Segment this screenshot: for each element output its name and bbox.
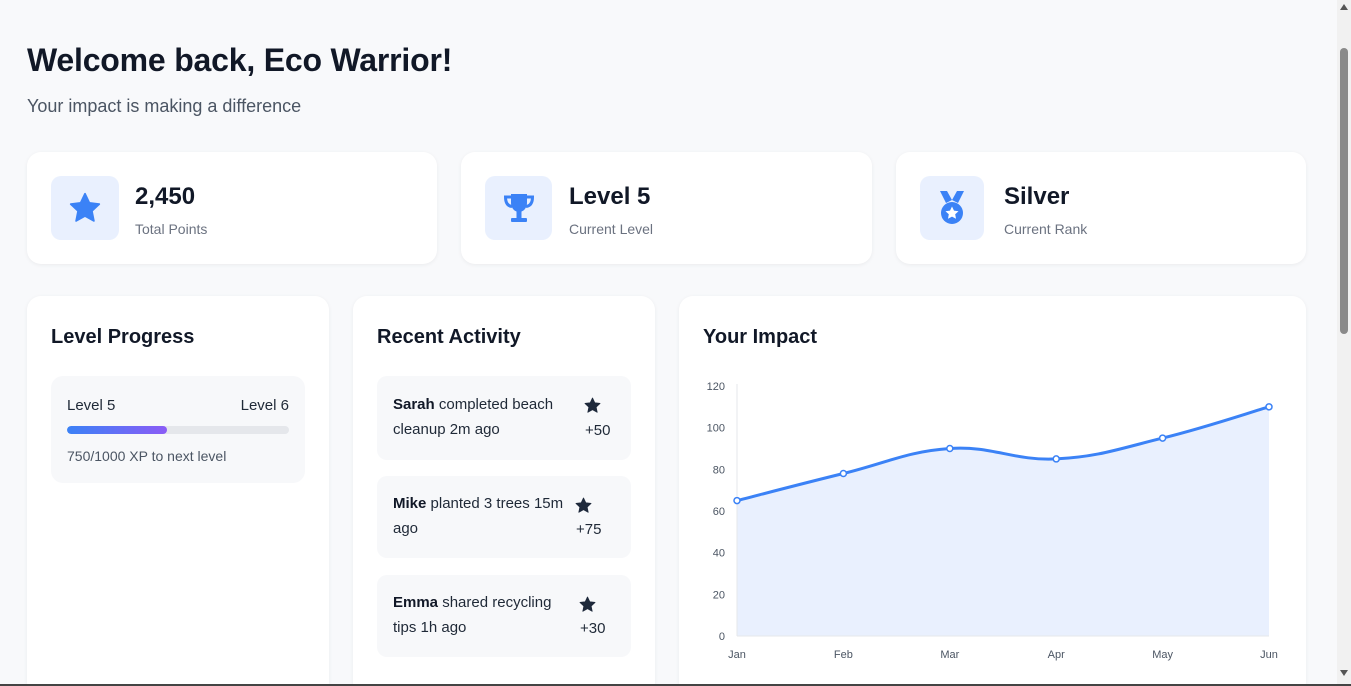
x-tick-label: Feb bbox=[834, 649, 853, 661]
recent-activity-title: Recent Activity bbox=[377, 326, 521, 348]
page-subtitle: Your impact is making a difference bbox=[27, 96, 302, 116]
chart-point bbox=[1158, 434, 1167, 442]
activity-item[interactable]: Emma shared recycling tips 1h ago +30 bbox=[377, 575, 631, 657]
x-tick-label: Jun bbox=[1260, 649, 1278, 661]
current-rank-label: Current Rank bbox=[1004, 221, 1088, 237]
y-tick-label: 60 bbox=[713, 506, 725, 518]
recent-activity-panel: Recent Activity Sarah completed beach cl… bbox=[353, 296, 655, 686]
x-tick-label: May bbox=[1152, 649, 1173, 661]
activity-time: 2m ago bbox=[449, 421, 500, 438]
total-points-label: Total Points bbox=[135, 221, 208, 237]
chart-point bbox=[1265, 403, 1273, 411]
x-tick-label: Mar bbox=[940, 649, 959, 661]
activity-points: +30 bbox=[580, 620, 606, 637]
xp-progress-fill bbox=[67, 426, 167, 434]
scroll-down-icon[interactable] bbox=[1340, 670, 1348, 676]
window-bottom-edge bbox=[0, 684, 1351, 686]
level-progress-panel: Level Progress Level 5 Level 6 750/1000 … bbox=[27, 296, 329, 686]
xp-progress-bar bbox=[67, 426, 289, 434]
total-points-value: 2,450 bbox=[135, 183, 196, 210]
activity-action: shared recycling tips bbox=[393, 594, 552, 636]
y-tick-label: 80 bbox=[713, 464, 725, 476]
activity-points: +50 bbox=[585, 422, 611, 439]
activity-time: 15m ago bbox=[393, 495, 564, 537]
progress-current-level: Level 5 bbox=[67, 397, 116, 414]
page-scrollbar[interactable] bbox=[1337, 0, 1351, 686]
chart-area-fill bbox=[737, 406, 1269, 636]
medal-icon bbox=[920, 176, 984, 240]
current-level-value: Level 5 bbox=[569, 183, 651, 210]
chart-point bbox=[946, 444, 954, 453]
activity-user: Mike bbox=[393, 495, 427, 512]
trophy-icon bbox=[485, 176, 552, 240]
chart-point bbox=[839, 469, 848, 478]
activity-item[interactable]: Sarah completed beach cleanup 2m ago +50 bbox=[377, 376, 631, 460]
page-title: Welcome back, Eco Warrior! bbox=[27, 42, 453, 78]
level-progress-title: Level Progress bbox=[51, 326, 195, 348]
y-tick-label: 20 bbox=[713, 589, 725, 601]
impact-title: Your Impact bbox=[703, 326, 818, 348]
activity-text: Sarah completed beach cleanup 2m ago bbox=[393, 392, 573, 442]
scrollbar-thumb[interactable] bbox=[1340, 48, 1348, 334]
x-tick-label: Apr bbox=[1048, 649, 1065, 661]
activity-points: +75 bbox=[576, 521, 602, 538]
activity-action: completed beach cleanup bbox=[393, 396, 554, 438]
y-tick-label: 100 bbox=[707, 423, 725, 435]
activity-text: Emma shared recycling tips 1h ago bbox=[393, 590, 573, 640]
x-tick-label: Jan bbox=[728, 649, 746, 661]
stat-card-level: Level 5 Current Level bbox=[461, 152, 872, 264]
activity-time: 1h ago bbox=[420, 619, 467, 636]
current-rank-value: Silver bbox=[1004, 183, 1070, 210]
activity-text: Mike planted 3 trees 15m ago bbox=[393, 491, 573, 541]
chart-point bbox=[1052, 455, 1060, 463]
activity-item[interactable]: Mike planted 3 trees 15m ago +75 bbox=[377, 476, 631, 558]
level-progress-box: Level 5 Level 6 750/1000 XP to next leve… bbox=[51, 376, 305, 483]
current-level-label: Current Level bbox=[569, 221, 654, 237]
y-tick-label: 120 bbox=[707, 381, 725, 393]
activity-user: Emma bbox=[393, 594, 439, 611]
stat-card-rank: Silver Current Rank bbox=[896, 152, 1306, 264]
activity-user: Sarah bbox=[393, 396, 435, 413]
y-tick-label: 40 bbox=[713, 548, 725, 560]
stat-card-points: 2,450 Total Points bbox=[27, 152, 437, 264]
y-tick-label: 0 bbox=[719, 631, 725, 643]
activity-action: planted 3 trees bbox=[430, 495, 530, 512]
scroll-up-icon[interactable] bbox=[1340, 4, 1348, 10]
chart-point bbox=[733, 496, 741, 505]
star-icon bbox=[584, 397, 601, 413]
star-icon bbox=[51, 176, 119, 240]
impact-panel: Your Impact 0 20 40 60 80 100 120 Jan Feb Mar Apr M… bbox=[679, 296, 1306, 686]
xp-remaining-text: 750/1000 XP to next level bbox=[67, 448, 227, 464]
progress-next-level: Level 6 bbox=[240, 397, 289, 414]
chart-series-line bbox=[736, 405, 1270, 503]
impact-chart: 0 20 40 60 80 100 120 Jan Feb Mar Apr May Jun bbox=[707, 381, 1278, 661]
star-icon bbox=[575, 497, 592, 513]
star-icon bbox=[579, 596, 596, 612]
